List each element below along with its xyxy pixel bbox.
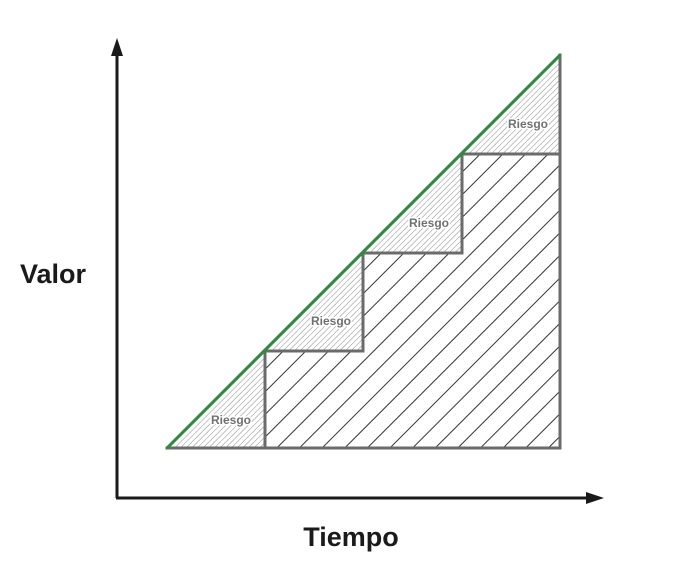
risk-label-3: Riesgo [409,216,449,230]
value-staircase [265,154,560,448]
y-axis-arrow-icon [111,38,123,56]
risk-label-2: Riesgo [311,314,351,328]
x-axis-title: Tiempo [303,522,399,552]
axes [111,38,604,504]
risk-label-1: Riesgo [211,413,251,427]
diagonal-value-line [165,53,562,450]
x-axis-arrow-icon [586,492,604,504]
staircase-outline [165,53,562,450]
risk-labels: Riesgo Riesgo Riesgo Riesgo [209,116,549,429]
risk-label-4: Riesgo [508,117,548,131]
y-axis-title: Valor [20,259,87,289]
